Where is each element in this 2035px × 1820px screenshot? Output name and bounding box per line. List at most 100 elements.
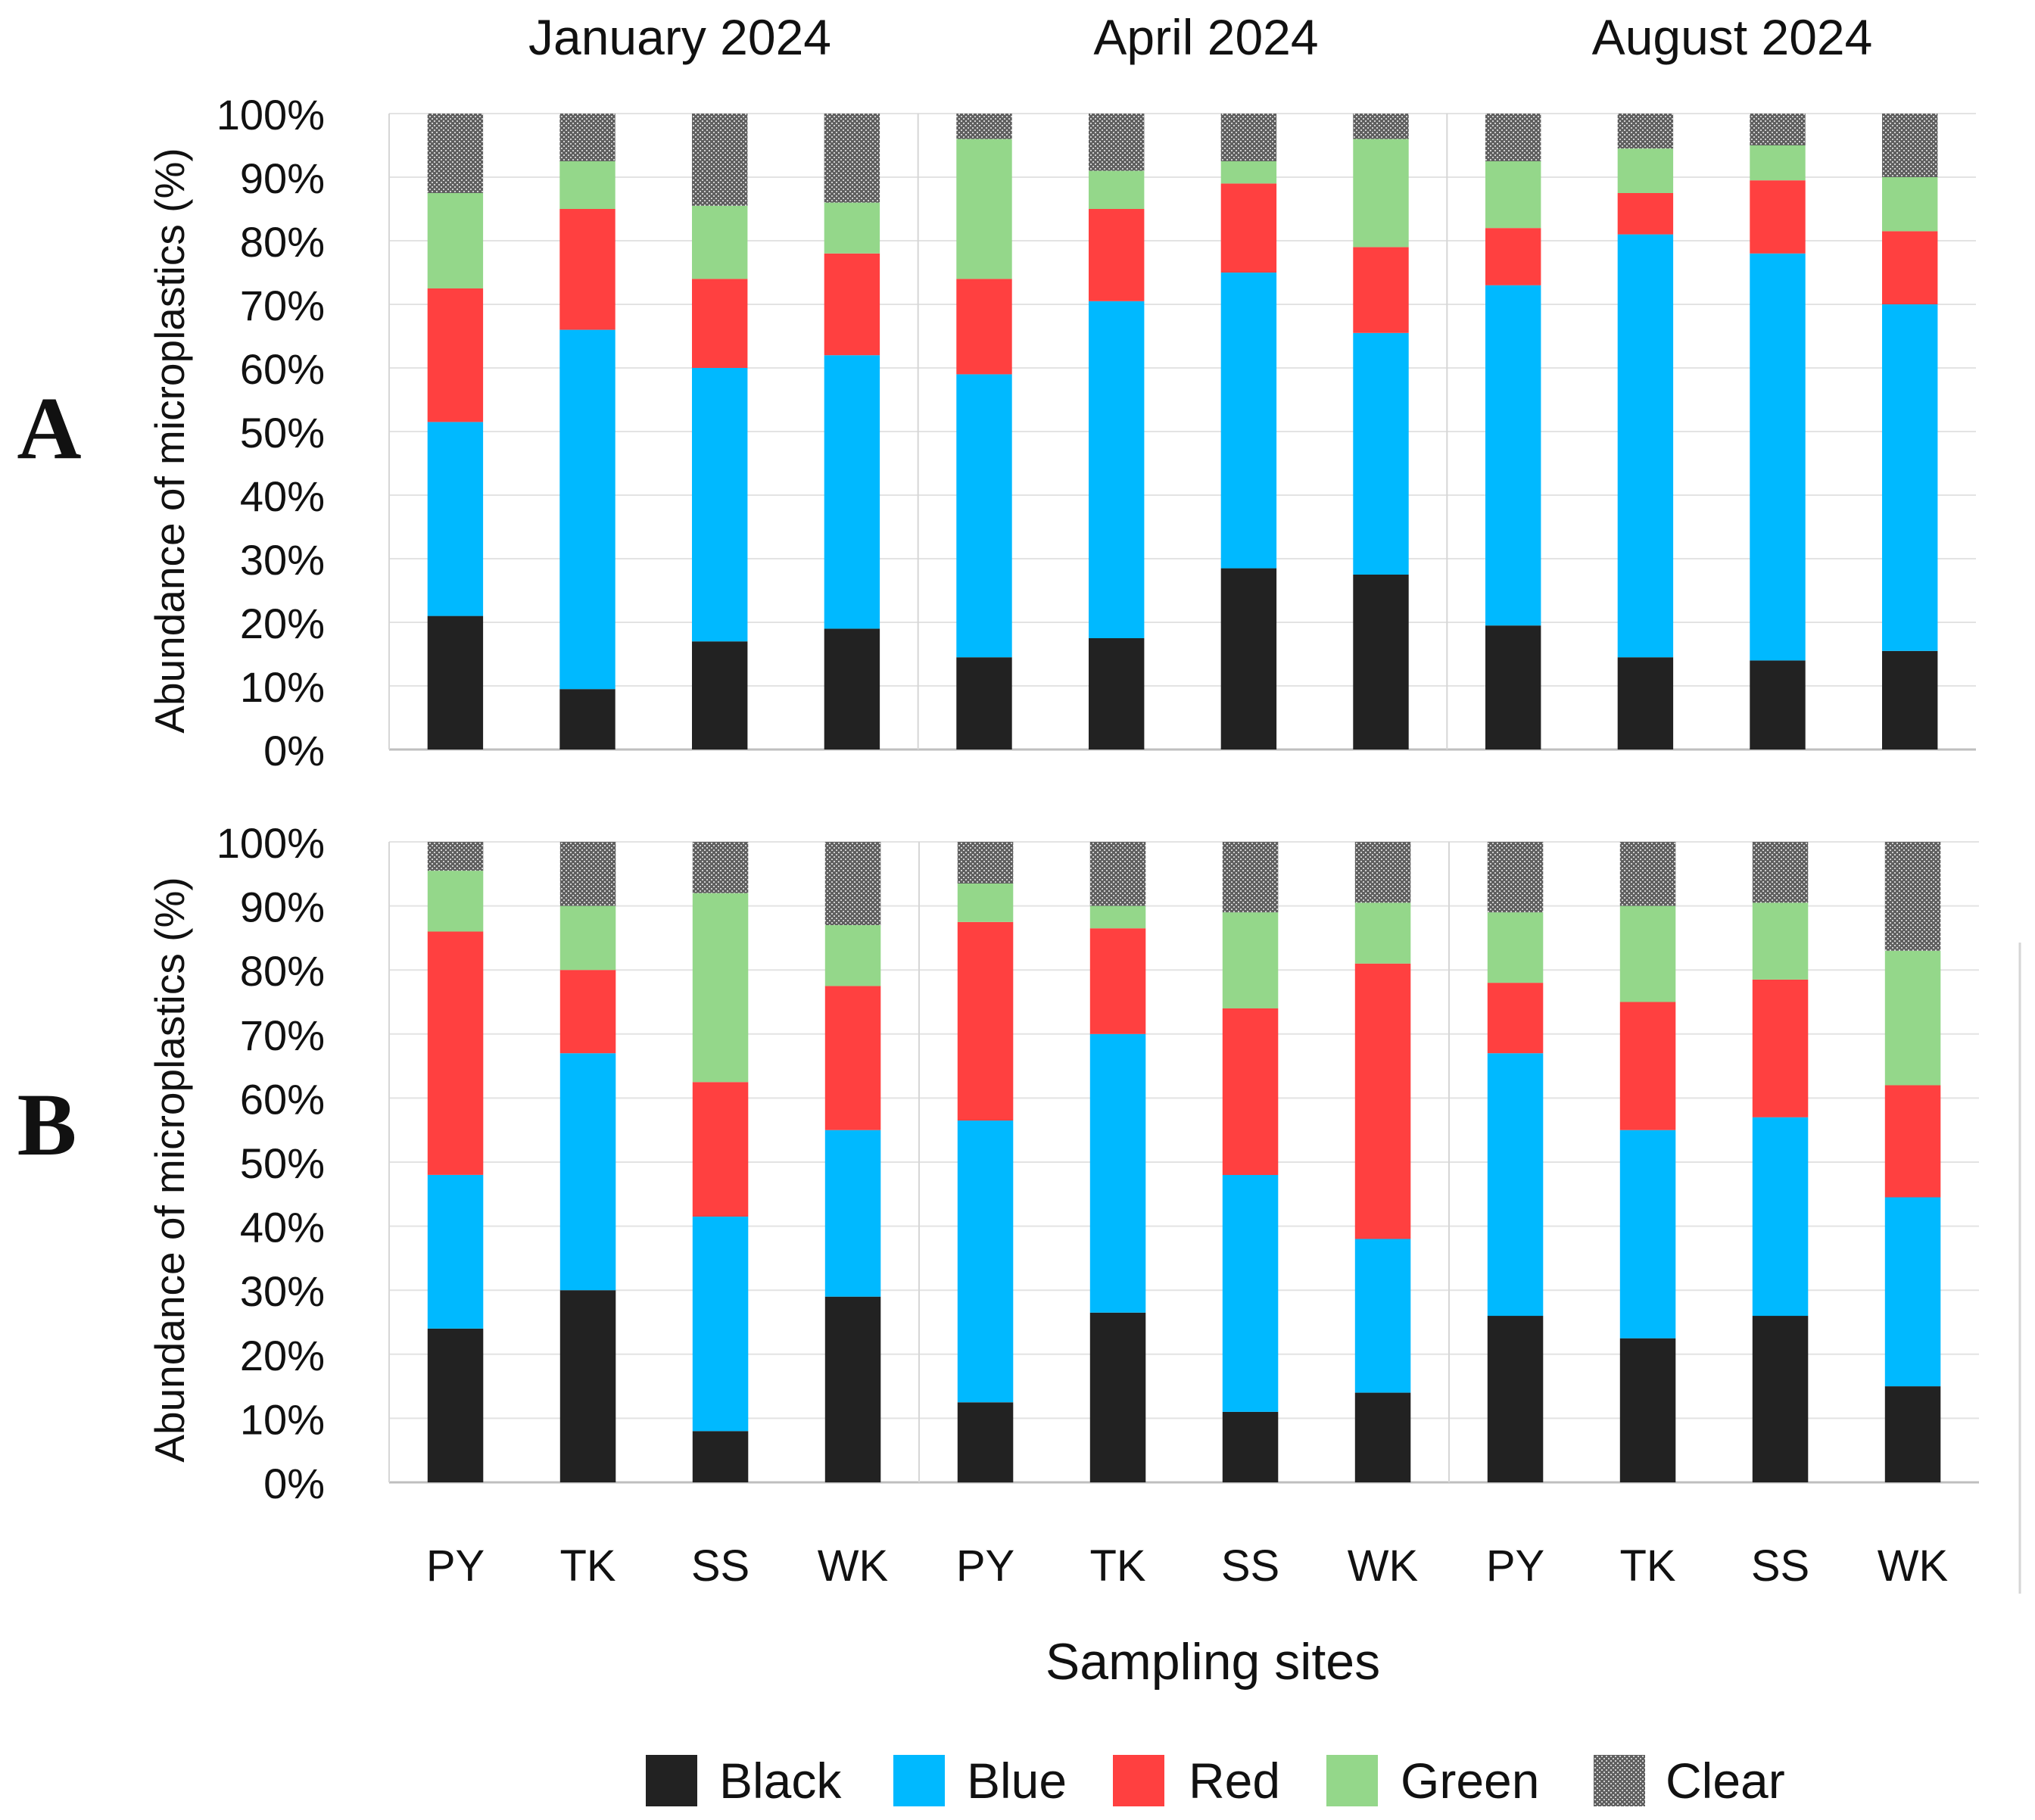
y-tick-label-b: 70%	[240, 1011, 325, 1059]
bar-segment-b-blue-tk-9	[1619, 1130, 1676, 1339]
bar-segment-a-red-tk-1	[559, 209, 615, 330]
bar-segment-b-green-py-0	[427, 871, 484, 932]
bar-segment-a-blue-tk-9	[1617, 234, 1674, 658]
bar-segment-b-green-wk-11	[1884, 950, 1941, 1086]
bar-segment-a-clear-ss-10	[1750, 114, 1806, 145]
bar-segment-b-black-wk-11	[1884, 1386, 1941, 1482]
bar-segment-a-black-tk-1	[559, 689, 615, 750]
bar-segment-b-red-tk-5	[1089, 928, 1146, 1034]
y-tick-label-a: 20%	[240, 600, 325, 647]
y-tick-label-b: 10%	[240, 1395, 325, 1443]
x-tick-label-wk: WK	[1878, 1541, 1949, 1591]
bar-segment-a-blue-wk-11	[1882, 304, 1938, 651]
bar-segment-a-black-tk-5	[1089, 638, 1145, 750]
bar-segment-b-blue-wk-7	[1354, 1239, 1411, 1393]
y-tick-label-a: 90%	[240, 154, 325, 202]
legend-label-black: Black	[719, 1753, 842, 1809]
bar-segment-a-clear-wk-3	[824, 114, 880, 203]
x-axis-labels: PY TK SS WK PY TK SS WK PY TK SS WK	[426, 1541, 1949, 1591]
bar-segment-a-clear-ss-2	[692, 114, 748, 206]
x-tick-label-ss: SS	[1221, 1541, 1279, 1591]
legend-swatch-blue	[893, 1755, 945, 1806]
bar-segment-a-blue-py-4	[956, 374, 1012, 658]
bar-segment-a-blue-py-8	[1485, 285, 1541, 626]
legend-swatch-black	[646, 1755, 697, 1806]
y-tick-label-a: 50%	[240, 409, 325, 457]
bar-segment-b-clear-py-8	[1487, 842, 1544, 913]
y-axis-title-a: Abundance of microplastics (%)	[146, 148, 193, 733]
bar-segment-a-black-py-8	[1485, 625, 1541, 750]
y-tick-label-a: 70%	[240, 282, 325, 329]
bar-segment-a-green-py-8	[1485, 161, 1541, 229]
bar-segment-a-clear-ss-6	[1220, 114, 1277, 161]
bar-segment-b-black-tk-9	[1619, 1338, 1676, 1482]
bar-segment-a-green-tk-1	[559, 161, 615, 209]
bar-segment-a-black-ss-10	[1750, 660, 1806, 750]
bar-segment-b-black-py-4	[957, 1402, 1014, 1483]
bar-segment-a-blue-tk-5	[1089, 301, 1145, 638]
bar-segment-b-black-ss-6	[1222, 1411, 1279, 1482]
bar-segment-b-blue-wk-3	[824, 1130, 881, 1297]
bar-segment-b-clear-tk-9	[1619, 842, 1676, 906]
panel-b-plot: 0% 10% 20% 30% 40% 50% 60% 70% 80% 90% 100%	[217, 819, 1979, 1507]
bar-segment-b-green-ss-2	[692, 893, 749, 1083]
bar-segment-a-red-tk-5	[1089, 209, 1145, 301]
bar-segment-b-red-wk-7	[1354, 963, 1411, 1239]
y-tick-label-b: 0%	[263, 1460, 325, 1507]
bar-segment-a-green-py-4	[956, 139, 1012, 279]
bar-segment-a-clear-tk-1	[559, 114, 615, 161]
y-tick-label-b: 20%	[240, 1332, 325, 1379]
y-tick-label-b: 90%	[240, 884, 325, 931]
panel-label-a: A	[17, 379, 81, 478]
bar-segment-a-blue-tk-1	[559, 329, 615, 690]
bar-segment-b-clear-py-0	[427, 842, 484, 871]
bar-segment-a-blue-ss-10	[1750, 253, 1806, 661]
bar-segment-b-clear-ss-2	[692, 842, 749, 893]
bar-segment-b-green-ss-10	[1752, 902, 1809, 980]
bar-segment-b-black-py-8	[1487, 1316, 1544, 1482]
bar-segment-b-green-tk-5	[1089, 905, 1146, 929]
bar-segment-b-blue-ss-10	[1752, 1117, 1809, 1317]
bar-segment-b-clear-py-4	[957, 842, 1014, 884]
x-tick-label-ss: SS	[1751, 1541, 1809, 1591]
bar-segment-b-black-wk-7	[1354, 1392, 1411, 1482]
bar-segment-a-black-wk-3	[824, 628, 880, 750]
y-tick-label-b: 50%	[240, 1139, 325, 1187]
bar-segment-a-clear-py-8	[1485, 114, 1541, 161]
bar-segment-b-green-py-8	[1487, 912, 1544, 983]
bar-segment-a-blue-wk-7	[1353, 332, 1409, 575]
bar-segment-a-green-wk-11	[1882, 177, 1938, 232]
bar-segment-a-clear-tk-9	[1617, 114, 1674, 149]
x-tick-label-tk: TK	[1619, 1541, 1675, 1591]
bar-segment-a-black-wk-11	[1882, 650, 1938, 750]
bar-segment-b-clear-wk-3	[824, 842, 881, 925]
bar-segment-b-blue-tk-5	[1089, 1033, 1146, 1313]
legend: Black Blue Red Green Clear	[646, 1753, 1785, 1809]
bar-segment-a-red-py-8	[1485, 228, 1541, 285]
bar-segment-a-clear-py-4	[956, 114, 1012, 139]
bar-segment-a-black-py-4	[956, 657, 1012, 750]
bar-segment-a-red-wk-3	[824, 253, 880, 356]
bar-segment-a-black-ss-2	[692, 641, 748, 750]
bar-segment-b-red-tk-1	[559, 970, 616, 1054]
bar-segment-b-green-wk-7	[1354, 902, 1411, 964]
bar-segment-b-black-py-0	[427, 1329, 484, 1482]
x-tick-label-wk: WK	[1348, 1541, 1419, 1591]
bar-segment-a-clear-tk-5	[1089, 114, 1145, 171]
bar-segment-b-clear-ss-10	[1752, 842, 1809, 903]
bar-segment-a-clear-wk-7	[1353, 114, 1409, 139]
legend-swatch-clear	[1594, 1755, 1645, 1806]
bar-segment-b-green-tk-1	[559, 905, 616, 971]
bar-segment-b-green-tk-9	[1619, 905, 1676, 1002]
y-tick-label-a: 100%	[217, 91, 325, 139]
bar-segment-b-red-wk-3	[824, 986, 881, 1130]
bar-segment-b-red-py-8	[1487, 983, 1544, 1054]
bar-segment-a-red-ss-6	[1220, 183, 1277, 273]
bar-segment-a-green-wk-7	[1353, 139, 1409, 248]
bar-segment-a-blue-ss-2	[692, 368, 748, 642]
x-tick-label-wk: WK	[818, 1541, 889, 1591]
period-header-april: April 2024	[1093, 9, 1318, 65]
period-header-august: August 2024	[1592, 9, 1873, 65]
bar-segment-b-red-ss-10	[1752, 979, 1809, 1117]
